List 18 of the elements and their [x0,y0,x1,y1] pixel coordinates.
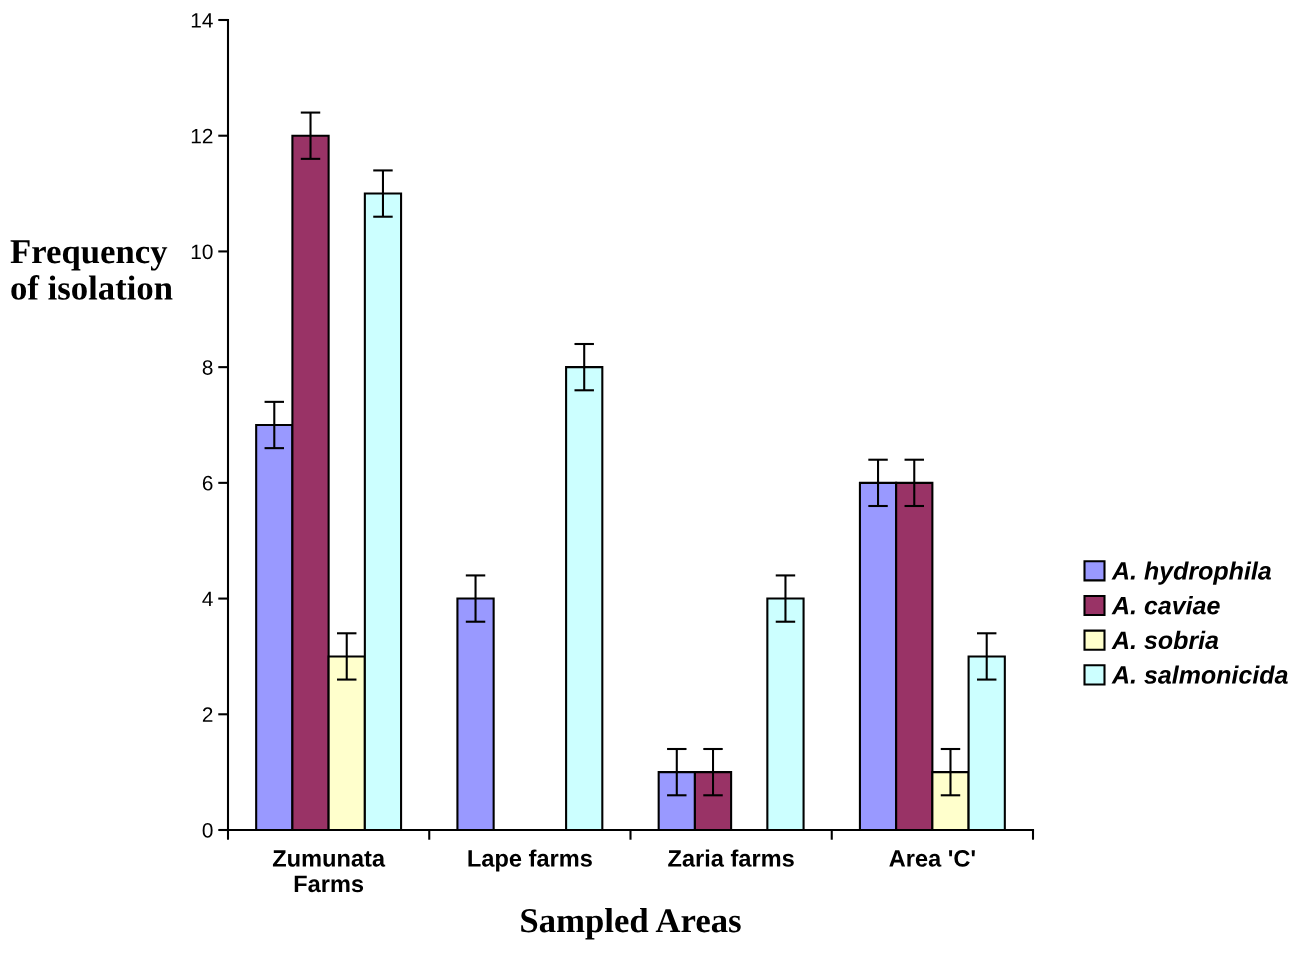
y-axis-title: Frequency of isolation [10,240,173,300]
y-tick-label: 10 [191,244,213,260]
y-tick-label: 0 [202,823,213,838]
y-tick-label: 2 [202,707,213,722]
y-tick-label: 6 [202,475,213,491]
x-tick-label: Area 'C' [889,850,975,867]
legend-label: A. salmonicida [1111,665,1288,684]
y-tick-label: 14 [191,13,213,28]
x-tick-label: Lape farms [468,849,592,872]
y-tick-label: 8 [202,360,213,375]
legend-label: A. hydrophila [1111,561,1271,585]
x-tick-label: Zumunata Farms [272,850,386,893]
y-tick-label: 12 [191,128,213,144]
x-tick-label: Zaria farms [668,849,794,867]
x-axis-title: Sampled Areas [521,908,741,940]
legend-label: A. caviae [1111,596,1220,615]
legend-label: A. sobria [1111,630,1219,650]
y-tick-label: 4 [202,591,213,607]
